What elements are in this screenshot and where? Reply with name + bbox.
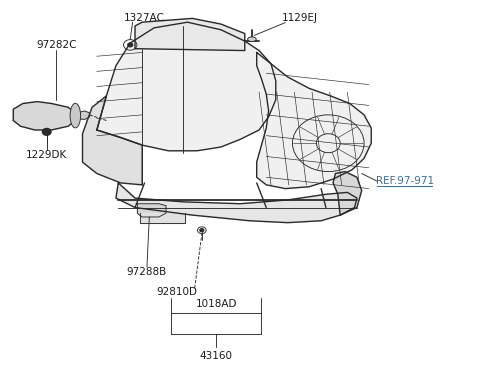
Circle shape — [200, 229, 204, 232]
Circle shape — [42, 128, 51, 135]
Text: 1018AD: 1018AD — [195, 299, 237, 309]
Text: REF.97-971: REF.97-971 — [375, 176, 434, 186]
Text: 92810D: 92810D — [156, 287, 197, 297]
Polygon shape — [75, 111, 90, 119]
Text: 1229DK: 1229DK — [26, 150, 67, 160]
Polygon shape — [97, 22, 276, 151]
Polygon shape — [137, 204, 166, 217]
Text: 1129EJ: 1129EJ — [282, 13, 318, 23]
Text: 43160: 43160 — [200, 351, 233, 361]
Polygon shape — [116, 183, 357, 223]
Polygon shape — [83, 96, 142, 185]
Text: 1327AC: 1327AC — [124, 13, 165, 23]
Text: 97288B: 97288B — [127, 267, 167, 277]
Polygon shape — [140, 213, 185, 223]
Ellipse shape — [70, 103, 81, 128]
Text: 97282C: 97282C — [36, 40, 76, 50]
Ellipse shape — [248, 37, 256, 42]
Polygon shape — [135, 18, 245, 51]
Circle shape — [128, 43, 132, 47]
Polygon shape — [13, 102, 75, 130]
Polygon shape — [257, 53, 371, 189]
Polygon shape — [333, 171, 362, 215]
